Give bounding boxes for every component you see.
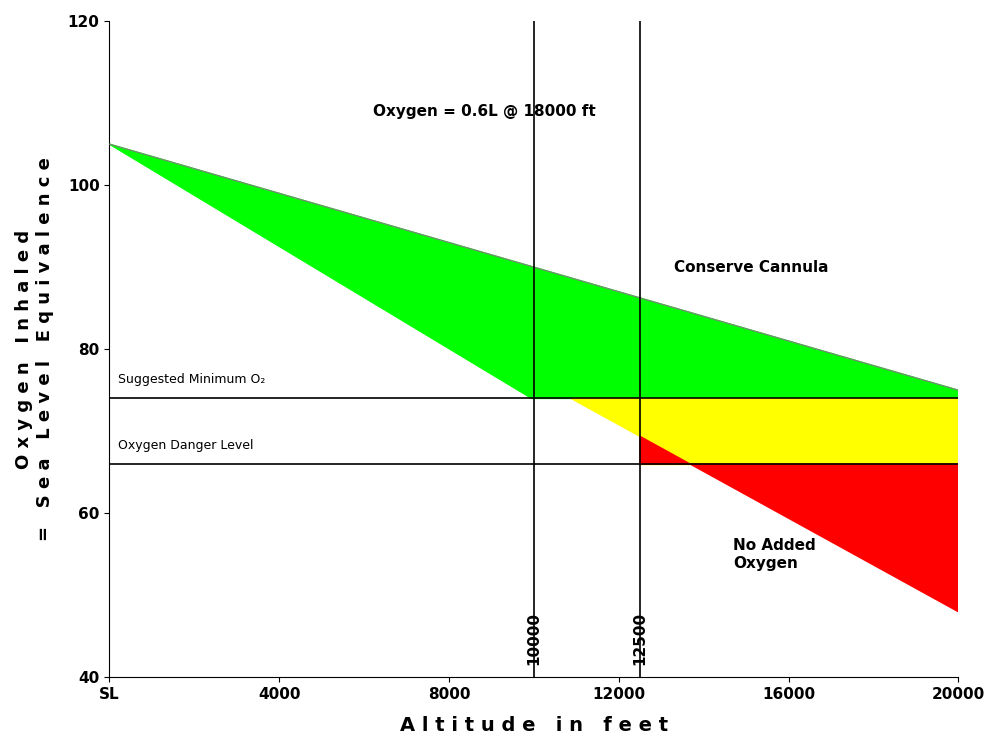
Text: 10000: 10000: [526, 612, 541, 665]
Text: No Added
Oxygen: No Added Oxygen: [733, 538, 816, 571]
Y-axis label: O x y g e n   I n h a l e d
=   S e a   L e v e l   E q u i v a l e n c e: O x y g e n I n h a l e d = S e a L e v …: [15, 158, 54, 542]
Polygon shape: [109, 144, 958, 398]
X-axis label: A l t i t u d e   i n   f e e t: A l t i t u d e i n f e e t: [400, 716, 668, 735]
Text: Oxygen Danger Level: Oxygen Danger Level: [118, 439, 253, 452]
Polygon shape: [640, 398, 958, 464]
Text: 12500: 12500: [632, 612, 647, 665]
Text: Conserve Cannula: Conserve Cannula: [674, 260, 828, 274]
Polygon shape: [640, 436, 958, 612]
Text: Oxygen = 0.6L @ 18000 ft: Oxygen = 0.6L @ 18000 ft: [373, 104, 595, 119]
Text: Suggested Minimum O₂: Suggested Minimum O₂: [118, 373, 265, 386]
Polygon shape: [571, 398, 640, 436]
